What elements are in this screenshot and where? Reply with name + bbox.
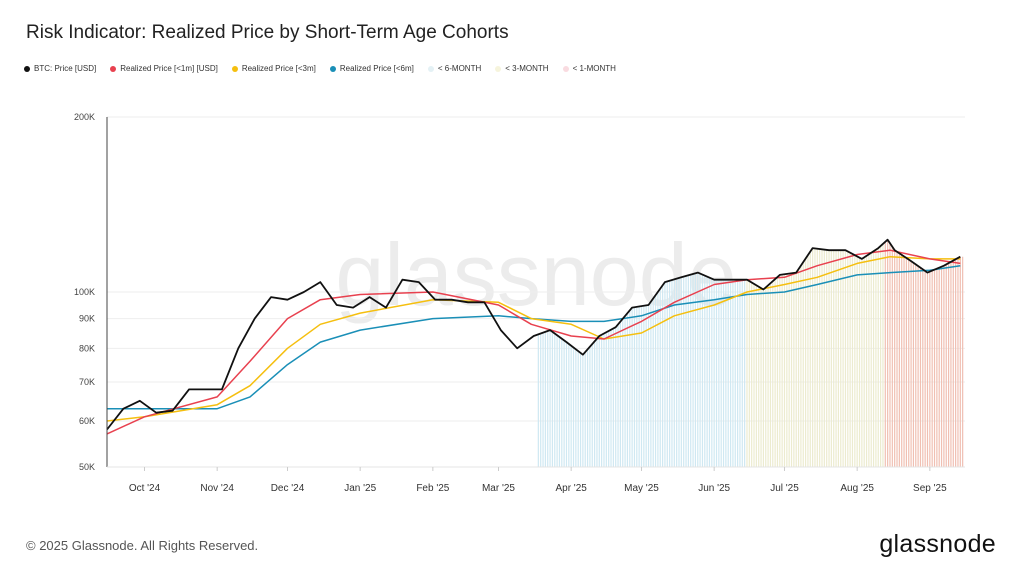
y-tick-label: 200K [74, 112, 95, 122]
series-lines [106, 238, 961, 435]
x-tick-label: Jul '25 [770, 483, 799, 494]
y-tick-label: 90K [79, 314, 95, 324]
legend-label: BTC: Price [USD] [34, 64, 97, 73]
legend-item-realized-6m[interactable]: Realized Price [<6m] [329, 64, 414, 73]
legend-marker [231, 65, 238, 72]
legend-item-btc-price[interactable]: BTC: Price [USD] [24, 64, 96, 73]
legend-label: Realized Price [<1m] [USD] [120, 64, 218, 73]
series-line-btc-price-usd [106, 238, 961, 431]
y-tick-label: 100K [74, 287, 95, 297]
y-tick-label: 80K [79, 343, 95, 353]
series-line-realized-price-3m [106, 255, 961, 422]
legend-marker [427, 65, 434, 72]
copyright: © 2025 Glassnode. All Rights Reserved. [26, 538, 259, 553]
legend-label: Realized Price [<6m] [339, 64, 414, 73]
legend-marker [24, 65, 30, 72]
x-tick-label: Feb '25 [416, 483, 449, 494]
x-tick-label: Jun '25 [698, 483, 730, 494]
x-tick-label: Oct '24 [129, 483, 161, 494]
series-line-realized-price-1m-usd [106, 249, 961, 435]
x-tick-label: May '25 [624, 483, 659, 494]
y-tick-label: 70K [79, 377, 95, 387]
x-tick-label: Sep '25 [913, 483, 947, 494]
chart-title: Risk Indicator: Realized Price by Short-… [26, 22, 509, 43]
legend-marker [110, 65, 117, 72]
legend-label: < 1-MONTH [572, 64, 616, 73]
x-tick-label: Dec '24 [271, 483, 305, 494]
legend-marker [495, 65, 502, 72]
legend: BTC: Price [USD] Realized Price [<1m] [U… [24, 64, 616, 73]
y-tick-label: 50K [79, 462, 95, 472]
x-tick-label: Jan '25 [344, 483, 376, 494]
legend-marker [329, 65, 336, 72]
legend-marker [562, 65, 569, 72]
legend-label: Realized Price [<3m] [241, 64, 316, 73]
series-line-realized-price-6m [107, 264, 961, 410]
legend-label: < 3-MONTH [505, 64, 549, 73]
legend-item-3-month[interactable]: < 3-MONTH [495, 64, 549, 73]
legend-item-6-month[interactable]: < 6-MONTH [427, 64, 482, 73]
x-tick-label: Apr '25 [555, 483, 587, 494]
x-tick-label: Mar '25 [482, 483, 515, 494]
glassnode-logo: glassnode [879, 530, 996, 558]
x-tick-label: Nov '24 [200, 483, 234, 494]
cohort-regions [537, 239, 964, 467]
legend-label: < 6-MONTH [437, 64, 482, 73]
legend-item-realized-3m[interactable]: Realized Price [<3m] [231, 64, 316, 73]
x-tick-label: Aug '25 [840, 483, 874, 494]
legend-item-realized-1m[interactable]: Realized Price [<1m] [USD] [110, 64, 218, 73]
legend-item-1-month[interactable]: < 1-MONTH [562, 64, 616, 73]
axes: 200K 100K 90K 80K 70K 60K 50K Oct '24 Nov '24 Dec… [74, 112, 965, 494]
y-tick-label: 60K [79, 416, 95, 426]
